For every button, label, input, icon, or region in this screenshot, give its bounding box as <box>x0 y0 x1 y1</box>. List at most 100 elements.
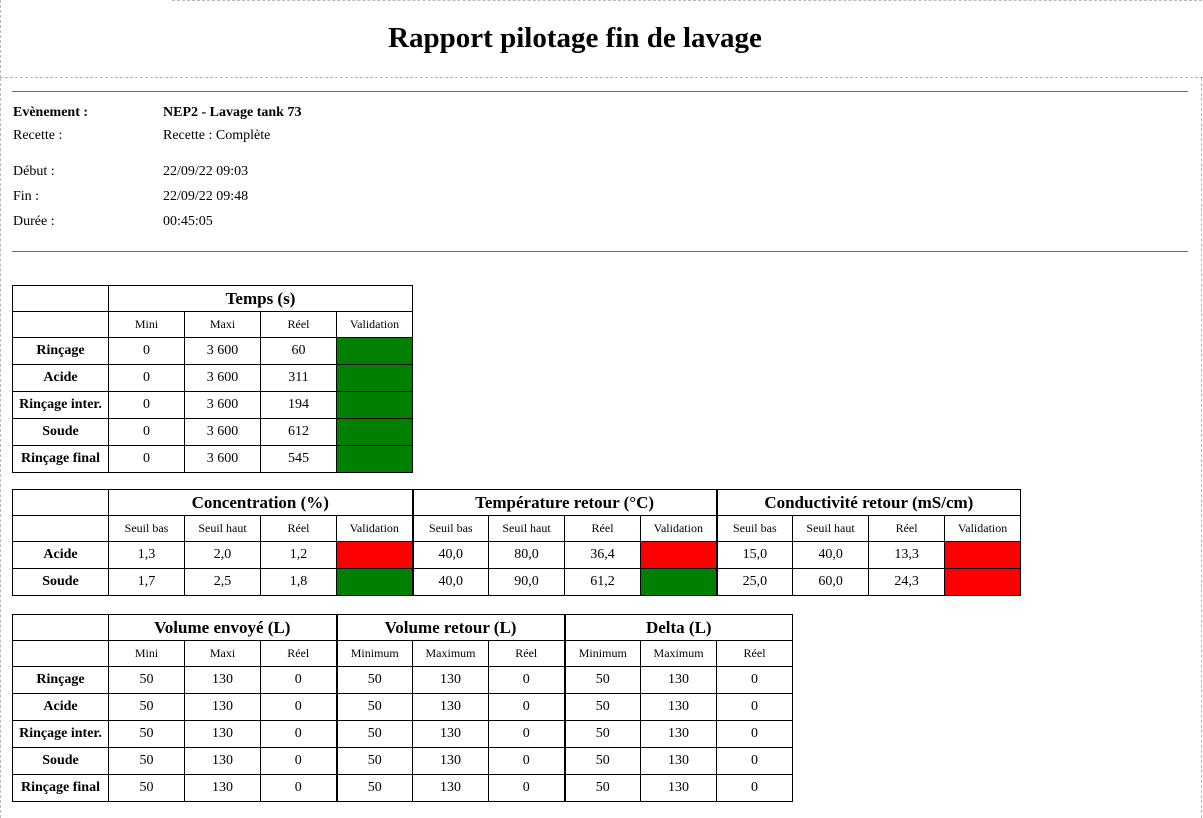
col-maxi: Maxi <box>184 640 261 667</box>
table-row: Acide 1,3 2,0 1,2 40,0 80,0 36,4 15,0 40… <box>12 541 1022 569</box>
col-seuil-bas: Seuil bas <box>411 515 490 542</box>
col-reel: Réel <box>868 515 946 542</box>
cell-mini: 0 <box>108 337 185 365</box>
col-validation: Validation <box>640 515 718 542</box>
cell: 50 <box>108 666 185 694</box>
cell: 0 <box>716 666 794 694</box>
cell: 130 <box>640 747 718 775</box>
table-row: Soude 1,7 2,5 1,8 40,0 90,0 61,2 25,0 60… <box>12 568 1022 596</box>
cell-seuil-haut: 2,5 <box>184 568 261 596</box>
cell: 130 <box>640 720 718 748</box>
cell-seuil-bas: 1,3 <box>108 541 185 569</box>
cell-reel: 24,3 <box>868 568 946 596</box>
recipe-value: Recette : Complète <box>163 128 271 143</box>
table-row: Rinçage inter. 50 130 0 50 130 0 50 130 … <box>12 720 794 748</box>
cell: 0 <box>487 666 566 694</box>
cell-seuil-bas: 40,0 <box>411 541 490 569</box>
cell: 0 <box>716 774 794 802</box>
validation-indicator <box>336 418 413 446</box>
col-minimum: Minimum <box>335 640 413 667</box>
validation-indicator <box>336 337 413 365</box>
duration-value: 00:45:05 <box>163 214 213 229</box>
page-border-right <box>1201 78 1202 818</box>
cell-reel: 194 <box>260 391 337 419</box>
temps-col-maxi: Maxi <box>184 311 261 338</box>
chemistry-sub-corner <box>12 515 109 542</box>
validation-indicator <box>944 541 1022 569</box>
col-seuil-bas: Seuil bas <box>108 515 185 542</box>
delta-title: Delta (L) <box>563 614 794 641</box>
cell: 50 <box>335 693 413 721</box>
row-label: Acide <box>12 693 109 721</box>
concentration-title: Concentration (%) <box>107 489 414 516</box>
volume-envoye-title: Volume envoyé (L) <box>108 614 337 641</box>
cell: 130 <box>412 666 489 694</box>
validation-indicator <box>640 568 718 596</box>
table-row: Soude 50 130 0 50 130 0 50 130 0 <box>12 747 794 775</box>
col-minimum: Minimum <box>563 640 642 667</box>
col-maximum: Maximum <box>412 640 489 667</box>
cell-reel: 36,4 <box>564 541 642 569</box>
cell-seuil-bas: 40,0 <box>411 568 490 596</box>
start-value: 22/09/22 09:03 <box>163 164 249 179</box>
conductivity-title: Conductivité retour (mS/cm) <box>715 489 1022 516</box>
row-label: Acide <box>12 364 109 392</box>
col-reel: Réel <box>487 640 566 667</box>
row-label: Rinçage <box>12 666 109 694</box>
cell: 0 <box>260 666 337 694</box>
cell-maxi: 3 600 <box>184 445 261 473</box>
cell: 130 <box>412 747 489 775</box>
cell: 130 <box>184 720 261 748</box>
cell-mini: 0 <box>108 445 185 473</box>
event-value: NEP2 - Lavage tank 73 <box>163 105 302 120</box>
end-value: 22/09/22 09:48 <box>163 189 249 204</box>
cell-seuil-bas: 15,0 <box>715 541 794 569</box>
cell: 50 <box>335 747 413 775</box>
cell: 50 <box>335 774 413 802</box>
cell-reel: 1,8 <box>260 568 337 596</box>
temps-col-validation: Validation <box>336 311 413 338</box>
col-seuil-haut: Seuil haut <box>184 515 261 542</box>
cell: 0 <box>716 720 794 748</box>
row-label: Soude <box>12 747 109 775</box>
temps-col-reel: Réel <box>260 311 337 338</box>
col-seuil-haut: Seuil haut <box>488 515 566 542</box>
cell: 50 <box>335 666 413 694</box>
cell-seuil-haut: 40,0 <box>792 541 870 569</box>
cell: 130 <box>640 666 718 694</box>
cell: 50 <box>563 747 642 775</box>
col-reel: Réel <box>564 515 642 542</box>
validation-indicator <box>336 391 413 419</box>
header-separator <box>0 77 1203 78</box>
cell-reel: 60 <box>260 337 337 365</box>
col-validation: Validation <box>335 515 414 542</box>
cell: 0 <box>487 693 566 721</box>
cell: 0 <box>716 693 794 721</box>
volume-retour-title: Volume retour (L) <box>335 614 566 641</box>
cell: 50 <box>108 774 185 802</box>
cell: 0 <box>487 747 566 775</box>
table-row: Rinçage 0 3 600 60 <box>12 337 413 365</box>
cell: 0 <box>260 774 337 802</box>
row-label: Acide <box>12 541 109 569</box>
validation-indicator <box>640 541 718 569</box>
cell-maxi: 3 600 <box>184 364 261 392</box>
end-label: Fin : <box>13 189 40 204</box>
cell: 50 <box>563 666 642 694</box>
cell: 50 <box>563 720 642 748</box>
col-seuil-bas: Seuil bas <box>715 515 794 542</box>
validation-indicator <box>335 541 414 569</box>
cell-reel: 612 <box>260 418 337 446</box>
validation-indicator <box>335 568 414 596</box>
cell: 0 <box>487 774 566 802</box>
validation-indicator <box>944 568 1022 596</box>
cell: 130 <box>184 747 261 775</box>
start-label: Début : <box>13 164 55 179</box>
col-reel: Réel <box>260 515 337 542</box>
table-row: Rinçage final 50 130 0 50 130 0 50 130 0 <box>12 774 794 802</box>
page-border-left <box>0 0 1 78</box>
table-row: Soude 0 3 600 612 <box>12 418 413 446</box>
event-label: Evènement : <box>13 105 89 120</box>
col-maximum: Maximum <box>640 640 718 667</box>
temps-table: Temps (s) Mini Maxi Réel Validation Rinç… <box>12 285 413 473</box>
